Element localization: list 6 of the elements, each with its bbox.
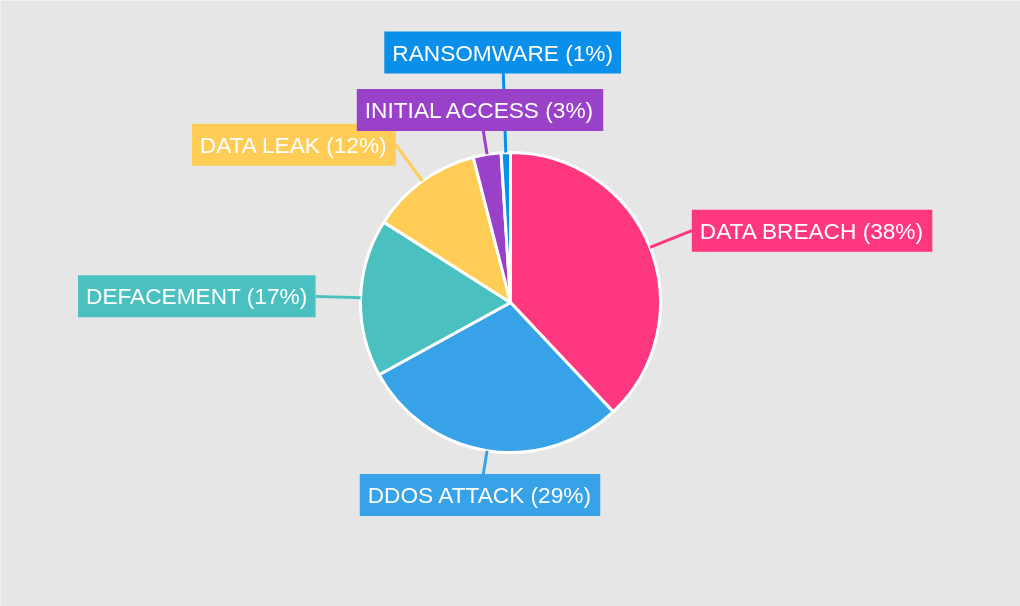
slice-label: RANSOMWARE (1%) [392,39,613,66]
slice-label: INITIAL ACCESS (3%) [364,96,594,123]
slice-label: DDOS ATTACK (29%) [367,482,591,509]
slice-label: DEFACEMENT (17%) [86,283,308,310]
slice-label: DATA BREACH (38%) [699,217,924,244]
slice-label: DATA LEAK (12%) [199,131,387,158]
